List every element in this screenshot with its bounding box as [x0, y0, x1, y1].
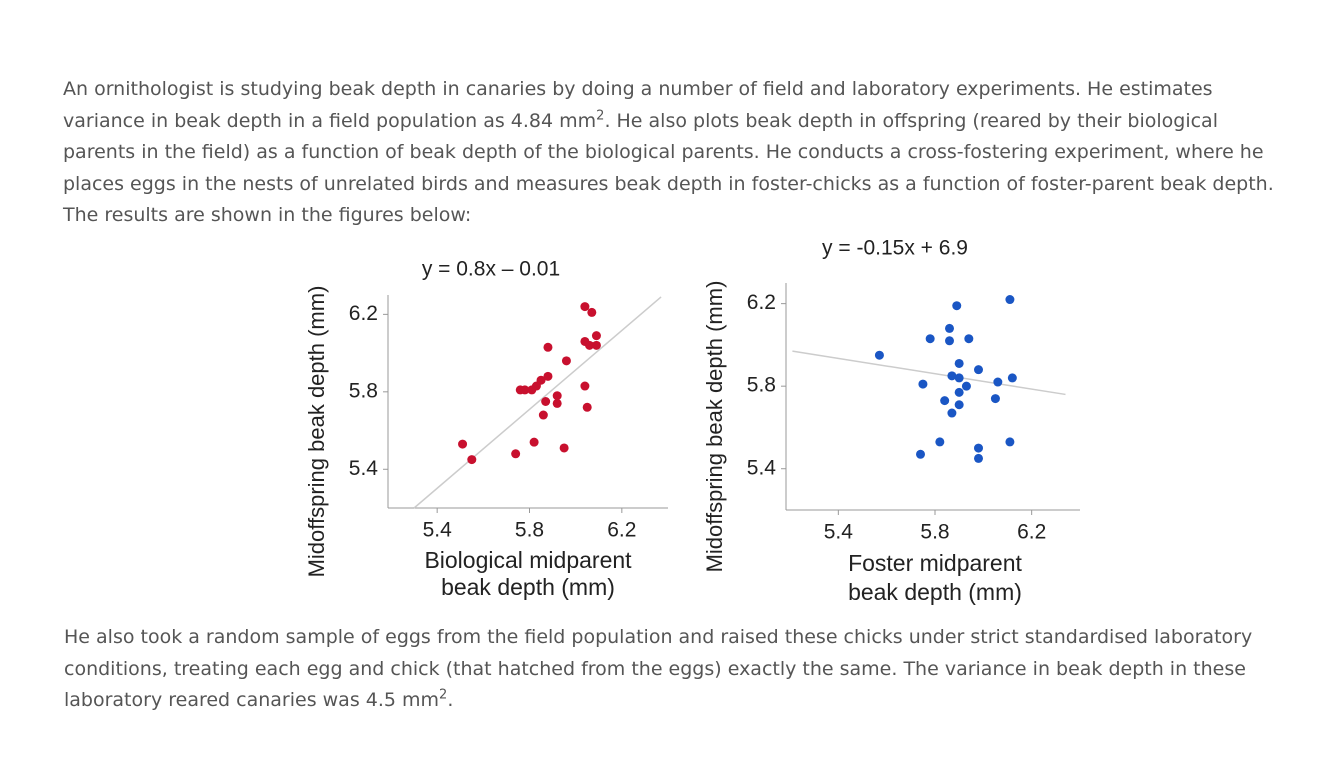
point	[954, 400, 964, 410]
y-tick-label: 5.8	[349, 379, 378, 402]
point	[916, 449, 925, 459]
fit-line	[413, 296, 662, 509]
point	[952, 301, 962, 311]
x-axis-label: Foster midparent	[848, 550, 1022, 576]
point	[954, 358, 964, 368]
point	[945, 336, 954, 346]
point	[945, 323, 954, 333]
y-axis-label: Midoffspring beak depth (mm)	[702, 281, 727, 573]
point	[961, 381, 971, 391]
point	[561, 356, 571, 366]
point	[543, 371, 553, 381]
point	[974, 453, 983, 463]
x-tick-label: 6.2	[1017, 521, 1046, 544]
point	[1005, 437, 1015, 447]
fit-line	[792, 350, 1066, 396]
point	[591, 331, 601, 341]
x-axis-label: beak depth (mm)	[848, 579, 1022, 605]
annotation: y = -0.15x + 6.9	[822, 237, 968, 260]
point	[874, 350, 884, 360]
point	[580, 302, 590, 312]
y-tick-label: 5.4	[747, 456, 777, 479]
point	[964, 334, 974, 344]
point	[1007, 373, 1017, 383]
point	[520, 385, 530, 395]
x-axis-label: beak depth (mm)	[441, 574, 615, 600]
x-axis-label: Biological midparent	[424, 547, 632, 573]
point	[591, 340, 601, 350]
point	[536, 375, 546, 385]
point	[538, 410, 548, 420]
x-tick-label: 5.4	[824, 521, 854, 544]
point	[990, 394, 1000, 404]
point	[925, 334, 935, 344]
point	[580, 381, 590, 391]
x-tick-label: 6.2	[607, 519, 636, 542]
x-tick-label: 5.8	[920, 521, 949, 544]
y-tick-label: 5.8	[747, 374, 776, 397]
y-tick-label: 5.4	[349, 457, 379, 480]
paragraph: An ornithologist is studying beak depth …	[63, 74, 1288, 232]
y-tick-label: 6.2	[747, 291, 776, 314]
point	[582, 402, 592, 412]
text: He also took a random sample of eggs fro…	[64, 626, 1253, 711]
point	[974, 443, 983, 453]
point	[918, 379, 928, 389]
point	[467, 455, 477, 465]
point	[947, 408, 957, 418]
point	[993, 377, 1003, 387]
paragraph: He also took a random sample of eggs fro…	[64, 622, 1289, 717]
x-tick-label: 5.8	[515, 519, 544, 542]
point	[974, 365, 983, 375]
point	[552, 398, 562, 408]
text: .	[447, 689, 454, 711]
point	[940, 396, 950, 406]
point	[552, 391, 562, 401]
point	[543, 342, 553, 352]
point	[541, 397, 551, 406]
annotation: y = 0.8x – 0.01	[422, 258, 560, 281]
point	[947, 371, 957, 381]
point	[559, 443, 569, 453]
point	[587, 307, 597, 317]
y-axis-label: Midoffspring beak depth (mm)	[304, 286, 329, 578]
point	[954, 373, 964, 383]
point	[935, 437, 945, 447]
point	[529, 437, 539, 447]
text: . He also plots beak depth in offspring …	[63, 109, 1274, 227]
point	[585, 340, 595, 350]
y-tick-label: 6.2	[349, 302, 378, 325]
superscript: 2	[596, 108, 605, 124]
point	[1005, 295, 1015, 305]
point	[458, 439, 468, 449]
point	[511, 449, 521, 459]
superscript: 2	[439, 687, 448, 703]
text: An ornithologist is studying beak depth …	[63, 78, 1213, 132]
point	[954, 387, 964, 397]
x-tick-label: 5.4	[423, 519, 453, 542]
